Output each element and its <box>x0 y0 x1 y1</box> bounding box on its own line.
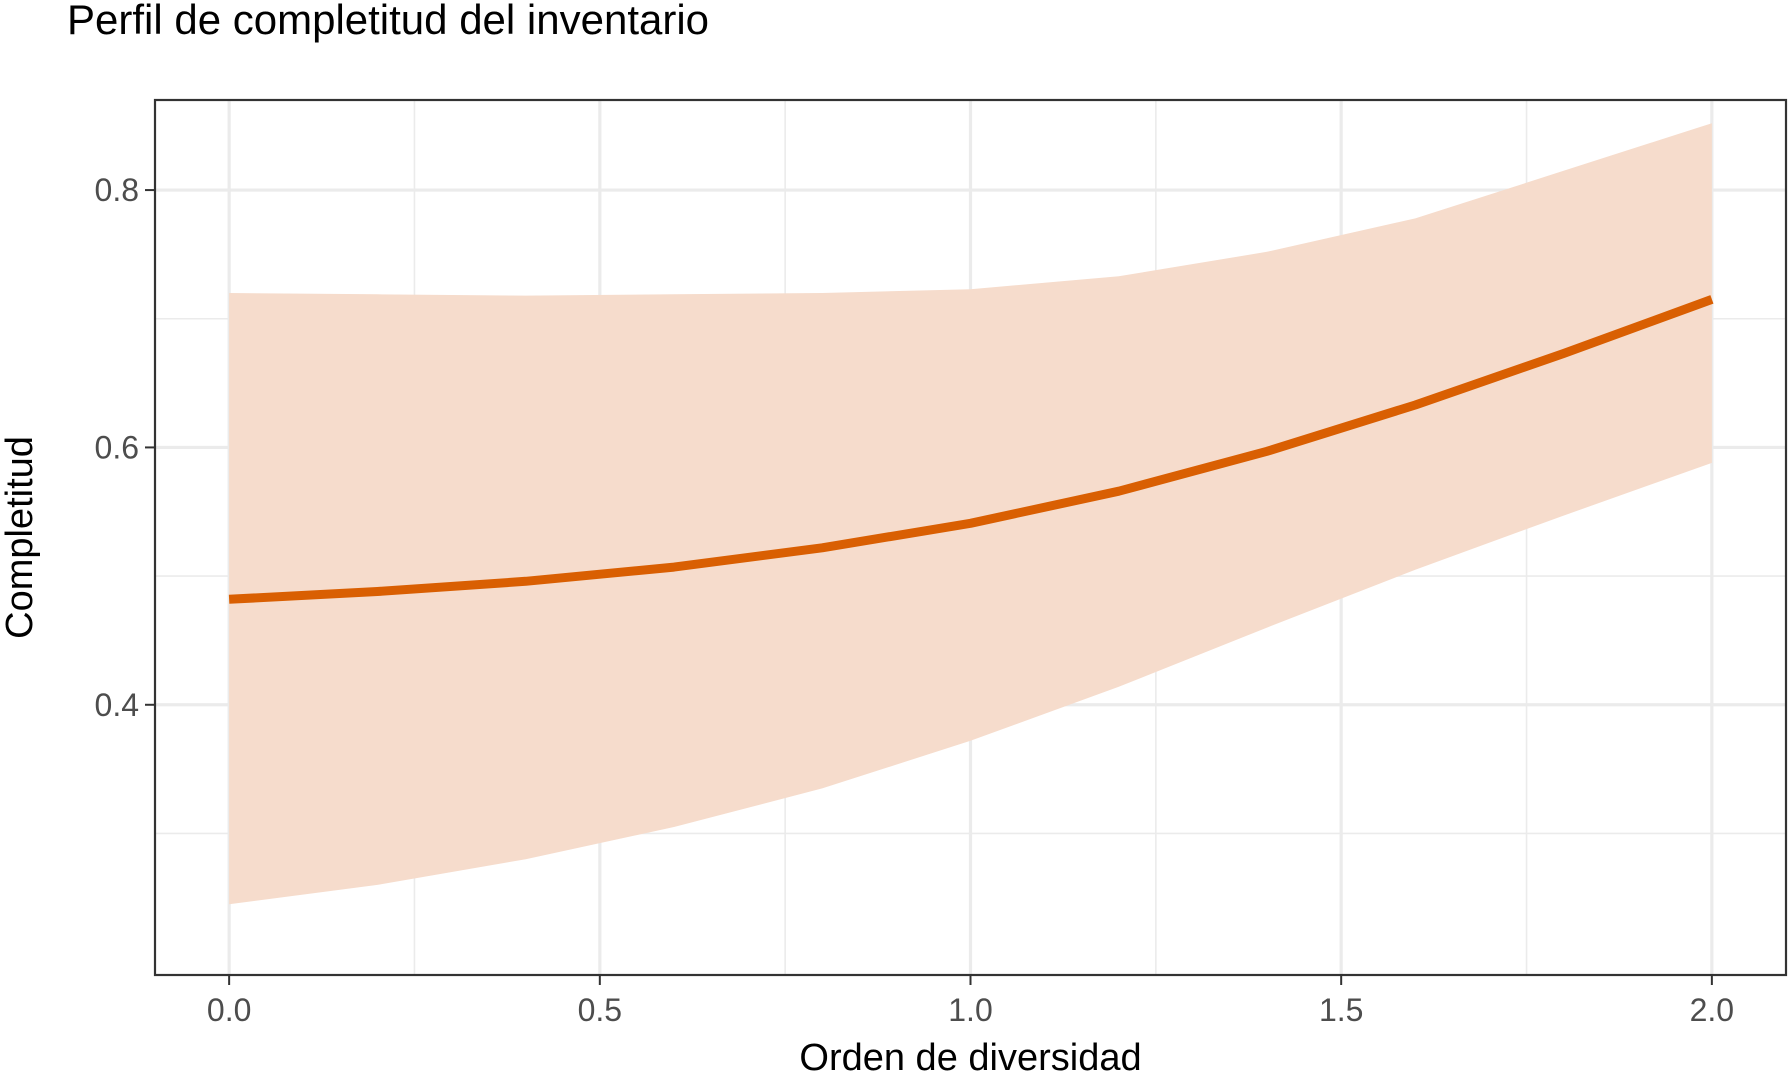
x-tick-label: 0.0 <box>207 992 251 1028</box>
chart-title: Perfil de completitud del inventario <box>67 0 709 43</box>
x-tick-label: 1.5 <box>1319 992 1363 1028</box>
series-line <box>228 295 1714 604</box>
y-tick-label: 0.4 <box>95 687 139 723</box>
confidence-band <box>229 123 1712 905</box>
confidence-band-layer <box>229 123 1712 905</box>
y-axis-title: Completitud <box>0 436 41 639</box>
y-tick-label: 0.6 <box>95 429 139 465</box>
y-axis: 0.4 0.6 0.8 <box>95 172 155 723</box>
x-axis: 0.0 0.5 1.0 1.5 2.0 <box>207 975 1734 1028</box>
x-tick-label: 2.0 <box>1690 992 1734 1028</box>
y-tick-label: 0.8 <box>95 172 139 208</box>
x-axis-title: Orden de diversidad <box>799 1037 1141 1079</box>
x-tick-label: 0.5 <box>578 992 622 1028</box>
x-tick-label: 1.0 <box>948 992 992 1028</box>
series-line-layer <box>228 295 1714 604</box>
